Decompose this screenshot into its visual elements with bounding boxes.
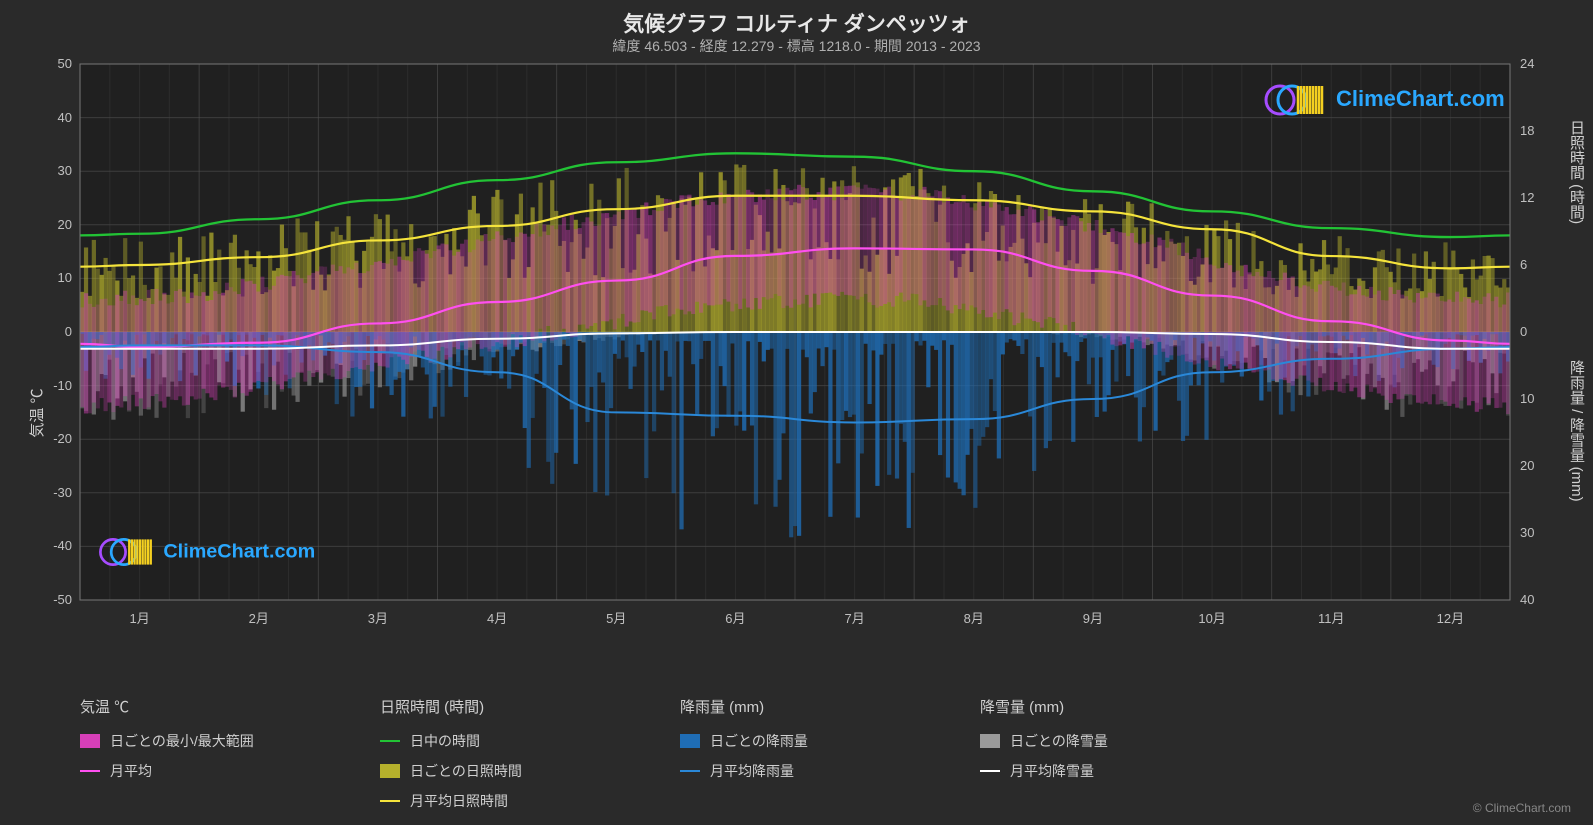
- y-axis-right-sun-label: 日照時間 (時間): [1566, 120, 1587, 224]
- legend-header: 降雪量 (mm): [980, 696, 1240, 717]
- legend-item: 月平均日照時間: [380, 791, 640, 811]
- ytick-right-sun: 12: [1520, 190, 1534, 205]
- xtick-month: 12月: [1437, 608, 1464, 627]
- legend-swatch: [80, 770, 100, 772]
- legend-swatch: [680, 770, 700, 772]
- legend-swatch: [80, 734, 100, 748]
- legend-col-snow: 降雪量 (mm) 日ごとの降雪量月平均降雪量: [980, 696, 1240, 811]
- ytick-left: -50: [53, 592, 72, 607]
- legend-swatch: [380, 764, 400, 778]
- legend-header: 日照時間 (時間): [380, 696, 640, 717]
- ytick-left: 30: [58, 163, 72, 178]
- ytick-right-sun: 0: [1520, 324, 1527, 339]
- svg-text:ClimeChart.com: ClimeChart.com: [163, 540, 315, 562]
- xtick-month: 6月: [725, 608, 745, 627]
- ytick-left: 50: [58, 56, 72, 71]
- legend-swatch: [380, 800, 400, 802]
- ytick-left: 10: [58, 270, 72, 285]
- ytick-left: 0: [65, 324, 72, 339]
- legend-label: 月平均降雪量: [1010, 761, 1094, 781]
- ytick-right-sun: 24: [1520, 56, 1534, 71]
- legend-item: 日中の時間: [380, 731, 640, 751]
- credit-text: © ClimeChart.com: [1473, 801, 1571, 815]
- legend-label: 月平均: [110, 761, 152, 781]
- xtick-month: 10月: [1198, 608, 1225, 627]
- legend-swatch: [680, 734, 700, 748]
- ytick-right-sun: 6: [1520, 257, 1527, 272]
- legend-label: 日中の時間: [410, 731, 480, 751]
- ytick-left: 40: [58, 110, 72, 125]
- y-axis-left-label: 気温 ℃: [26, 388, 47, 437]
- xtick-month: 5月: [606, 608, 626, 627]
- legend-item: 月平均: [80, 761, 340, 781]
- legend-label: 日ごとの最小/最大範囲: [110, 731, 254, 751]
- legend-item: 日ごとの日照時間: [380, 761, 640, 781]
- legend-col-temp: 気温 ℃ 日ごとの最小/最大範囲月平均: [80, 696, 340, 811]
- legend-header: 降雨量 (mm): [680, 696, 940, 717]
- xtick-month: 9月: [1083, 608, 1103, 627]
- xtick-month: 1月: [129, 608, 149, 627]
- ytick-left: -30: [53, 485, 72, 500]
- chart-legend: 気温 ℃ 日ごとの最小/最大範囲月平均 日照時間 (時間) 日中の時間日ごとの日照時間…: [80, 696, 1553, 811]
- legend-col-rain: 降雨量 (mm) 日ごとの降雨量月平均降雨量: [680, 696, 940, 811]
- legend-item: 日ごとの最小/最大範囲: [80, 731, 340, 751]
- ytick-left: -40: [53, 538, 72, 553]
- legend-item: 月平均降雨量: [680, 761, 940, 781]
- legend-label: 日ごとの降雪量: [1010, 731, 1108, 751]
- xtick-month: 7月: [844, 608, 864, 627]
- ytick-left: -20: [53, 431, 72, 446]
- legend-label: 月平均日照時間: [410, 791, 508, 811]
- legend-swatch: [380, 740, 400, 742]
- legend-label: 日ごとの降雨量: [710, 731, 808, 751]
- legend-item: 日ごとの降雨量: [680, 731, 940, 751]
- ytick-right-sun: 18: [1520, 123, 1534, 138]
- legend-col-sun: 日照時間 (時間) 日中の時間日ごとの日照時間月平均日照時間: [380, 696, 640, 811]
- legend-swatch: [980, 734, 1000, 748]
- y-axis-right-precip-label: 降雨量 / 降雪量 (mm): [1566, 360, 1587, 502]
- ytick-right-precip: 10: [1520, 391, 1534, 406]
- xtick-month: 4月: [487, 608, 507, 627]
- xtick-month: 11月: [1318, 608, 1345, 627]
- legend-label: 日ごとの日照時間: [410, 761, 522, 781]
- legend-header: 気温 ℃: [80, 696, 340, 717]
- xtick-month: 8月: [964, 608, 984, 627]
- legend-swatch: [980, 770, 1000, 772]
- legend-label: 月平均降雨量: [710, 761, 794, 781]
- xtick-month: 2月: [249, 608, 269, 627]
- ytick-right-precip: 30: [1520, 525, 1534, 540]
- legend-item: 月平均降雪量: [980, 761, 1240, 781]
- ytick-left: -10: [53, 378, 72, 393]
- svg-text:ClimeChart.com: ClimeChart.com: [1336, 86, 1505, 111]
- ytick-right-precip: 20: [1520, 458, 1534, 473]
- ytick-left: 20: [58, 217, 72, 232]
- legend-item: 日ごとの降雪量: [980, 731, 1240, 751]
- xtick-month: 3月: [368, 608, 388, 627]
- ytick-right-precip: 40: [1520, 592, 1534, 607]
